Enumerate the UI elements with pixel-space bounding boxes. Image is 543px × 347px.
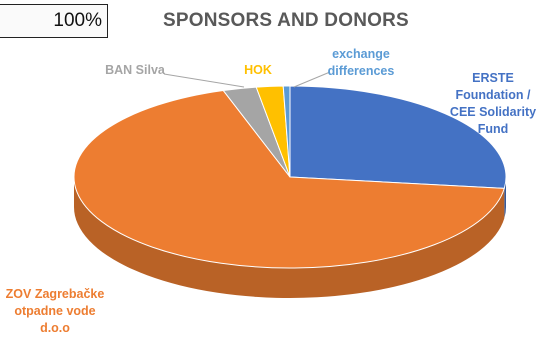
slice-4-leader bbox=[293, 71, 331, 88]
pie-slices bbox=[73, 85, 507, 269]
slice-2-leader bbox=[163, 73, 245, 88]
slice-4-label: exchange differences bbox=[328, 47, 395, 78]
slice-0-label-line: ERSTE bbox=[472, 71, 514, 85]
slice-1-label: ZOV Zagrebačke otpadne vode d.o.o bbox=[6, 287, 105, 335]
chart-title: SPONSORS AND DONORS bbox=[163, 10, 409, 31]
slice-1-top bbox=[73, 89, 505, 269]
slice-2-label-line: BAN Silva bbox=[105, 63, 166, 77]
slice-0-label-line: CEE Solidarity bbox=[450, 105, 536, 119]
slice-0-label-line: Fund bbox=[478, 122, 509, 136]
slice-0-top bbox=[289, 85, 507, 189]
slice-1-label-line: d.o.o bbox=[40, 321, 70, 335]
percent-cell: 100% bbox=[0, 4, 108, 38]
leader-lines bbox=[163, 71, 331, 88]
slice-4-label-line: differences bbox=[328, 64, 395, 78]
slice-4-label-line: exchange bbox=[332, 47, 390, 61]
slice-3-label: HOK bbox=[244, 63, 272, 77]
slice-4-top bbox=[282, 85, 291, 178]
slice-0-label: ERSTE Foundation / CEE Solidarity Fund bbox=[450, 71, 536, 136]
slice-1-side bbox=[74, 177, 505, 299]
slice-labels: ERSTE Foundation / CEE Solidarity Fund ZOV Z… bbox=[6, 47, 536, 335]
slice-1-label-line: ZOV Zagrebačke bbox=[6, 287, 105, 301]
slice-2-label: BAN Silva bbox=[105, 63, 166, 77]
slice-0-label-line: Foundation / bbox=[456, 88, 532, 102]
slice-1-label-line: otpadne vode bbox=[14, 304, 95, 318]
slice-3-label-line: HOK bbox=[244, 63, 272, 77]
